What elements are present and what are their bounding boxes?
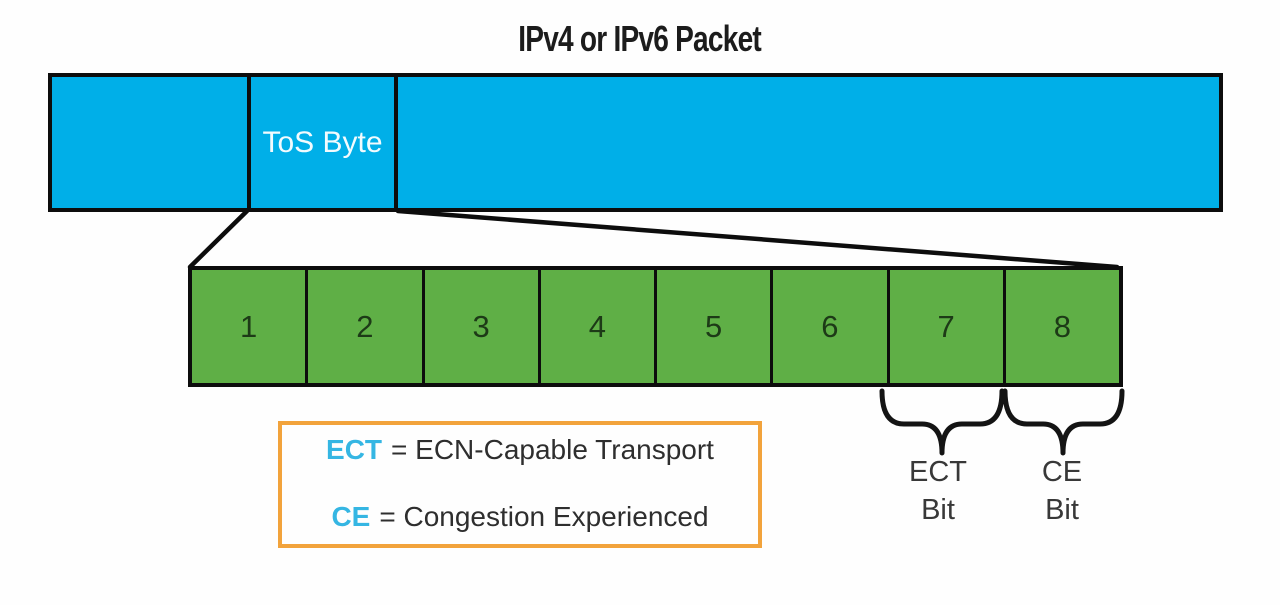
ce-bit-label: CE Bit [992,453,1132,529]
bit-cell-4: 4 [541,270,657,383]
expansion-line-right [395,208,1120,270]
tos-byte-label: ToS Byte [262,125,383,159]
bit-cell-2: 2 [308,270,425,383]
ect-bit-brace [879,388,1005,456]
legend-ce-abbr: CE [331,501,371,532]
ce-bit-label-line2: Bit [1045,494,1079,526]
ce-bit-brace [1002,388,1125,456]
bit-cell-8: 8 [1053,308,1071,344]
diagram-title-wrap: IPv4 or IPv6 Packet [0,18,1280,60]
packet-section-tos-byte: ToS Byte [247,77,398,208]
legend-ce-definition: = Congestion Experienced [379,501,709,532]
bit-cell-1: 1 [192,270,309,383]
bit-cell-6: 6 [773,270,890,383]
legend-entry-ect: ECT = ECN-Capable Transport [326,434,714,466]
packet-section-before-tos [52,77,247,208]
ect-bit-label: ECT Bit [868,453,1008,529]
ect-bit-label-line1: ECT [909,456,967,488]
bit-cell-7: 7 [890,270,1006,383]
bit-cell-5: 5 [657,270,774,383]
packet-section-after-tos [398,77,1219,208]
legend-ect-definition: = ECN-Capable Transport [391,434,714,465]
ect-bit-label-line2: Bit [921,494,955,526]
expansion-line-left [187,208,250,270]
ce-bit-label-line1: CE [1041,456,1083,488]
legend-box: ECT = ECN-Capable Transport CE = Congestio… [278,421,762,548]
legend-entry-ce: CE = Congestion Experienced [331,501,708,533]
bit-cell-3: 3 [425,270,541,383]
tos-byte-bit-row: 1 2 3 4 5 6 7 8 [188,266,1123,387]
diagram-title: IPv4 or IPv6 Packet [518,18,763,59]
packet-bar: ToS Byte [48,73,1223,212]
legend-ect-abbr: ECT [326,434,383,465]
